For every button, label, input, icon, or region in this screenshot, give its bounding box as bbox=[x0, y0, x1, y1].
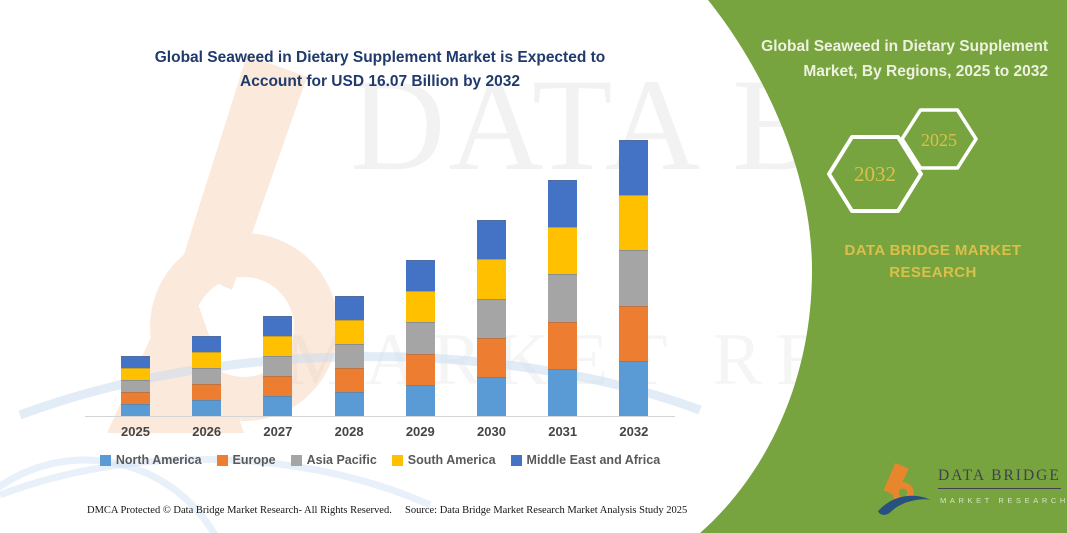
bar-segment bbox=[619, 140, 649, 196]
legend-item: North America bbox=[99, 453, 202, 467]
bar-segment bbox=[619, 360, 649, 416]
bar-segment bbox=[121, 356, 150, 368]
legend-label: South America bbox=[407, 453, 496, 467]
stacked-bar-2030 bbox=[477, 220, 506, 416]
bar-segment bbox=[192, 384, 222, 401]
bar-segment bbox=[334, 391, 364, 416]
stacked-bar-2028 bbox=[334, 296, 364, 416]
bar-segment bbox=[334, 343, 364, 368]
bar-segment bbox=[405, 384, 435, 416]
footer-dmca-text: DMCA Protected © Data Bridge Market Rese… bbox=[87, 505, 392, 516]
hexagon-2032-label: 2032 bbox=[854, 162, 896, 186]
legend-item: Middle East and Africa bbox=[510, 453, 661, 467]
hexagon-badges: 2032 2025 bbox=[827, 108, 978, 213]
bar-segment bbox=[192, 368, 222, 385]
bar-segment bbox=[121, 367, 150, 380]
bar-segment bbox=[619, 305, 649, 361]
bar-segment bbox=[619, 250, 649, 306]
bar-segment bbox=[548, 321, 578, 369]
stacked-bar-2029 bbox=[405, 260, 435, 416]
x-axis-labels: 2025 2026 2027 2028 2029 2030 2031 2032 bbox=[85, 424, 675, 444]
bar-segment bbox=[477, 337, 506, 377]
stacked-bar-2032 bbox=[619, 140, 649, 416]
legend-item: Europe bbox=[216, 453, 276, 467]
bar-segment bbox=[263, 336, 293, 357]
panel-brand-text: DATA BRIDGE MARKET RESEARCH bbox=[844, 242, 1022, 281]
x-axis-label: 2032 bbox=[619, 424, 649, 439]
stacked-bar-2027 bbox=[263, 316, 293, 416]
bar-segment bbox=[334, 319, 364, 344]
legend-swatch-icon bbox=[99, 454, 111, 466]
bar-segment bbox=[334, 367, 364, 392]
legend-swatch-icon bbox=[216, 454, 228, 466]
bar-segment bbox=[263, 356, 293, 377]
bar-segment bbox=[121, 391, 150, 404]
bar-segment bbox=[334, 296, 364, 320]
bar-segment bbox=[405, 322, 435, 354]
data-bridge-logo-icon bbox=[877, 462, 931, 515]
x-axis-label: 2029 bbox=[405, 424, 435, 439]
bar-segment bbox=[263, 316, 293, 337]
bar-segment bbox=[121, 403, 150, 416]
chart-title: Global Seaweed in Dietary Supplement Mar… bbox=[85, 46, 675, 94]
bar-segment bbox=[477, 259, 506, 299]
bar-segment bbox=[121, 379, 150, 392]
bar-segment bbox=[192, 335, 222, 353]
bar-segment bbox=[405, 353, 435, 385]
bar-segment bbox=[192, 400, 222, 416]
stacked-bar-2026 bbox=[192, 335, 222, 416]
watermark-swoosh-icon bbox=[0, 352, 702, 533]
bar-segment bbox=[263, 396, 293, 416]
bar-segment bbox=[477, 376, 506, 416]
bar-segment bbox=[405, 260, 435, 292]
stacked-bar-2031 bbox=[548, 180, 578, 416]
x-axis-label: 2027 bbox=[263, 424, 293, 439]
legend-label: Middle East and Africa bbox=[526, 453, 661, 467]
legend-label: North America bbox=[115, 453, 202, 467]
logo-subtext: MARKET RESEARCH bbox=[940, 496, 1067, 505]
legend-swatch-icon bbox=[391, 454, 403, 466]
chart-title-line2: Account for USD 16.07 Billion by 2032 bbox=[240, 73, 520, 90]
legend-item: South America bbox=[391, 453, 496, 467]
footer-source-text: Source: Data Bridge Market Research Mark… bbox=[405, 505, 688, 516]
x-axis-label: 2025 bbox=[121, 424, 150, 439]
legend-label: Europe bbox=[232, 453, 276, 467]
hexagon-2025: 2025 bbox=[900, 108, 978, 170]
bar-segment bbox=[619, 195, 649, 251]
legend-swatch-icon bbox=[510, 454, 522, 466]
bar-segment bbox=[548, 180, 578, 228]
bar-segment bbox=[405, 291, 435, 323]
panel-heading: Global Seaweed in Dietary Supplement Mar… bbox=[761, 38, 1048, 80]
legend-label: Asia Pacific bbox=[306, 453, 377, 467]
stacked-bar-2025 bbox=[121, 356, 150, 416]
legend-swatch-icon bbox=[290, 454, 302, 466]
chart-legend: North America Europe Asia Pacific South Ame… bbox=[85, 453, 675, 467]
x-axis-label: 2026 bbox=[192, 424, 222, 439]
chart-title-line1: Global Seaweed in Dietary Supplement Mar… bbox=[154, 49, 606, 66]
x-axis-label: 2030 bbox=[477, 424, 506, 439]
bar-segment bbox=[192, 352, 222, 369]
bar-segment bbox=[477, 220, 506, 260]
bar-segment bbox=[263, 376, 293, 397]
x-axis-label: 2031 bbox=[548, 424, 578, 439]
logo-wordmark: DATA BRIDGE bbox=[938, 467, 1061, 489]
bar-segment bbox=[548, 368, 578, 416]
bar-segment bbox=[548, 227, 578, 275]
hexagon-2025-label: 2025 bbox=[921, 130, 957, 150]
bar-segment bbox=[548, 274, 578, 322]
bar-segment bbox=[477, 298, 506, 338]
legend-item: Asia Pacific bbox=[290, 453, 377, 467]
hexagon-2032: 2032 bbox=[827, 135, 923, 213]
plot-area bbox=[85, 120, 675, 417]
x-axis-label: 2028 bbox=[334, 424, 364, 439]
data-bridge-logo: DATA BRIDGE MARKET RESEARCH bbox=[876, 458, 1065, 524]
